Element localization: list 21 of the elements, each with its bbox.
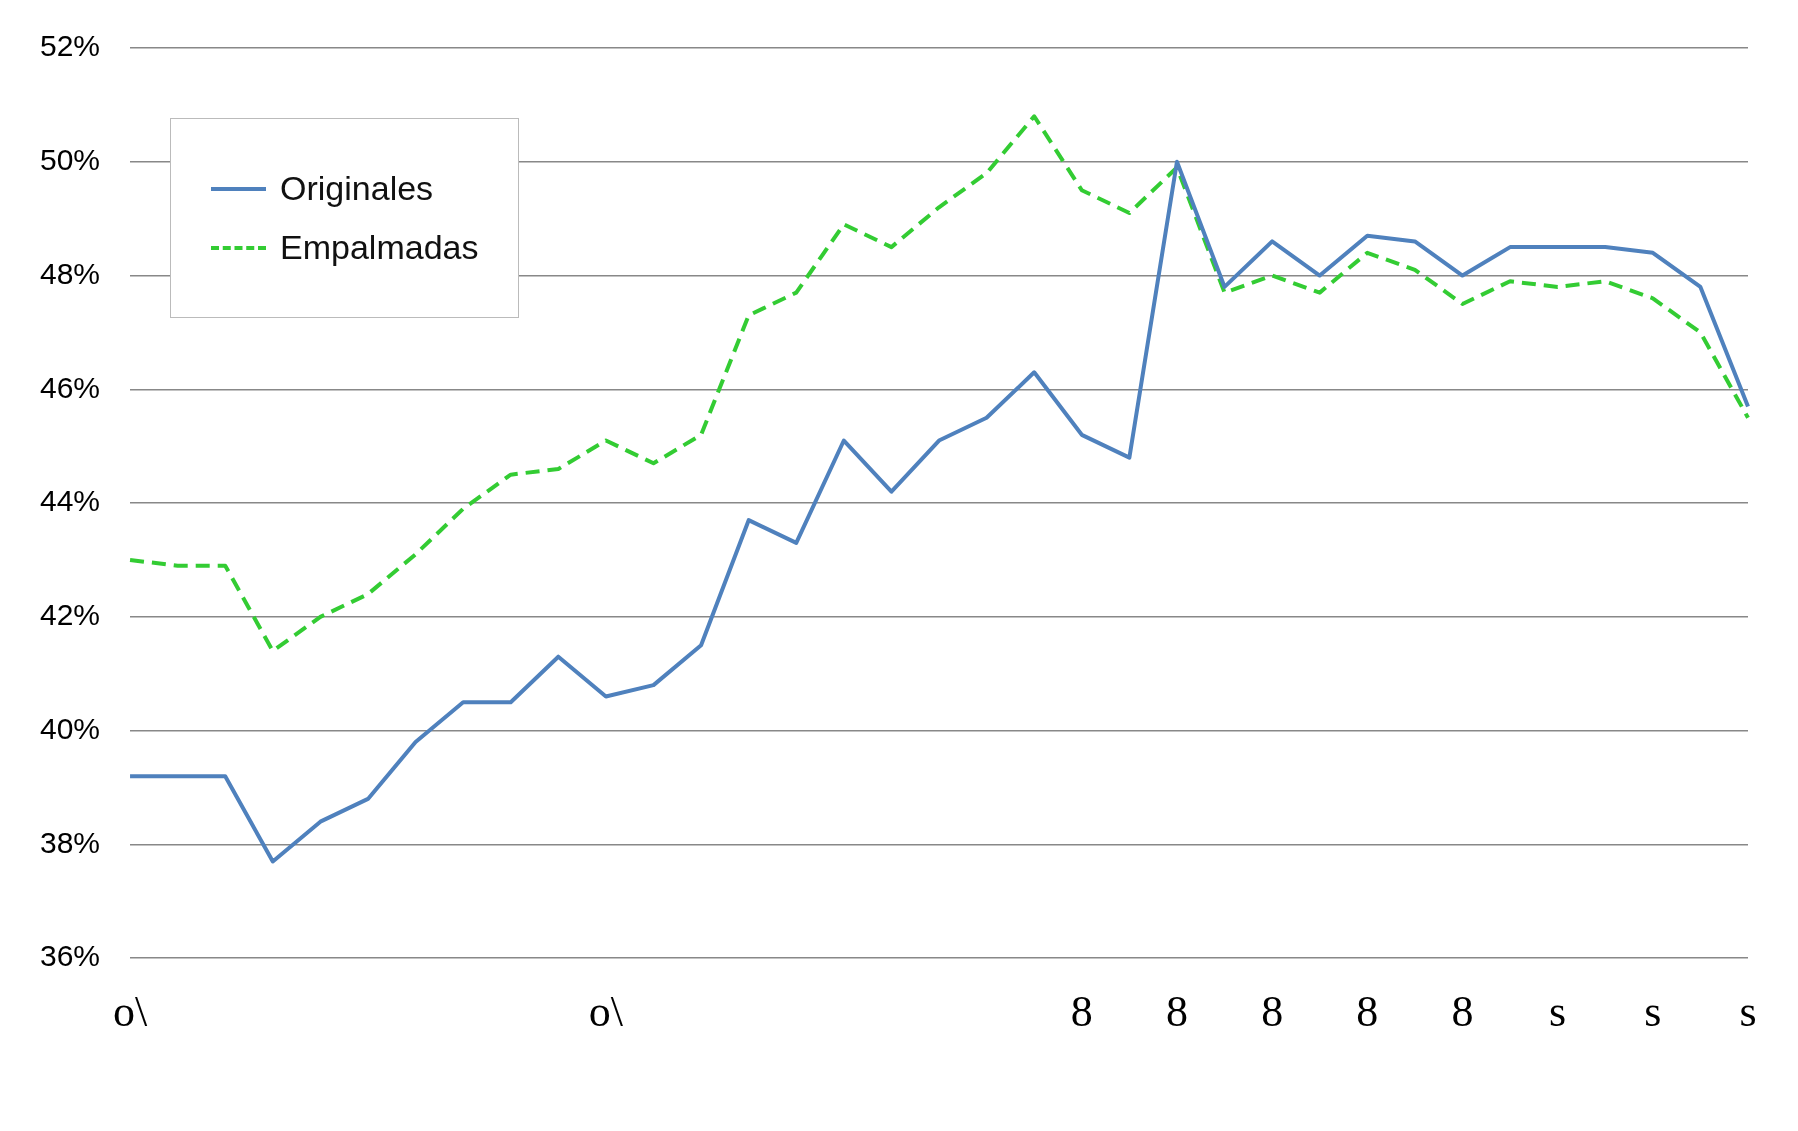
legend-label: Empalmadas (280, 228, 479, 267)
x-tick-label: s (1644, 987, 1662, 1037)
y-tick-label: 36% (40, 939, 101, 973)
y-tick-label: 44% (40, 484, 101, 518)
x-tick-label: 8 (1356, 987, 1379, 1037)
x-tick-label: s (1739, 987, 1757, 1037)
x-tick-label: 8 (1070, 987, 1093, 1037)
x-tick-label: o\ (112, 987, 148, 1037)
y-tick-label: 48% (40, 256, 101, 290)
y-tick-label: 42% (40, 598, 101, 632)
y-tick-label: 40% (40, 711, 101, 745)
legend-label: Originales (280, 169, 434, 208)
x-tick-label: o\ (588, 987, 624, 1037)
x-tick-label: s (1549, 987, 1567, 1037)
y-tick-label: 50% (40, 143, 101, 177)
x-tick-label: 8 (1165, 987, 1188, 1037)
y-tick-label: 46% (40, 370, 101, 404)
x-tick-label: 8 (1451, 987, 1474, 1037)
x-tick-label: 8 (1261, 987, 1284, 1037)
y-tick-label: 52% (40, 29, 101, 63)
y-tick-label: 38% (40, 825, 101, 859)
